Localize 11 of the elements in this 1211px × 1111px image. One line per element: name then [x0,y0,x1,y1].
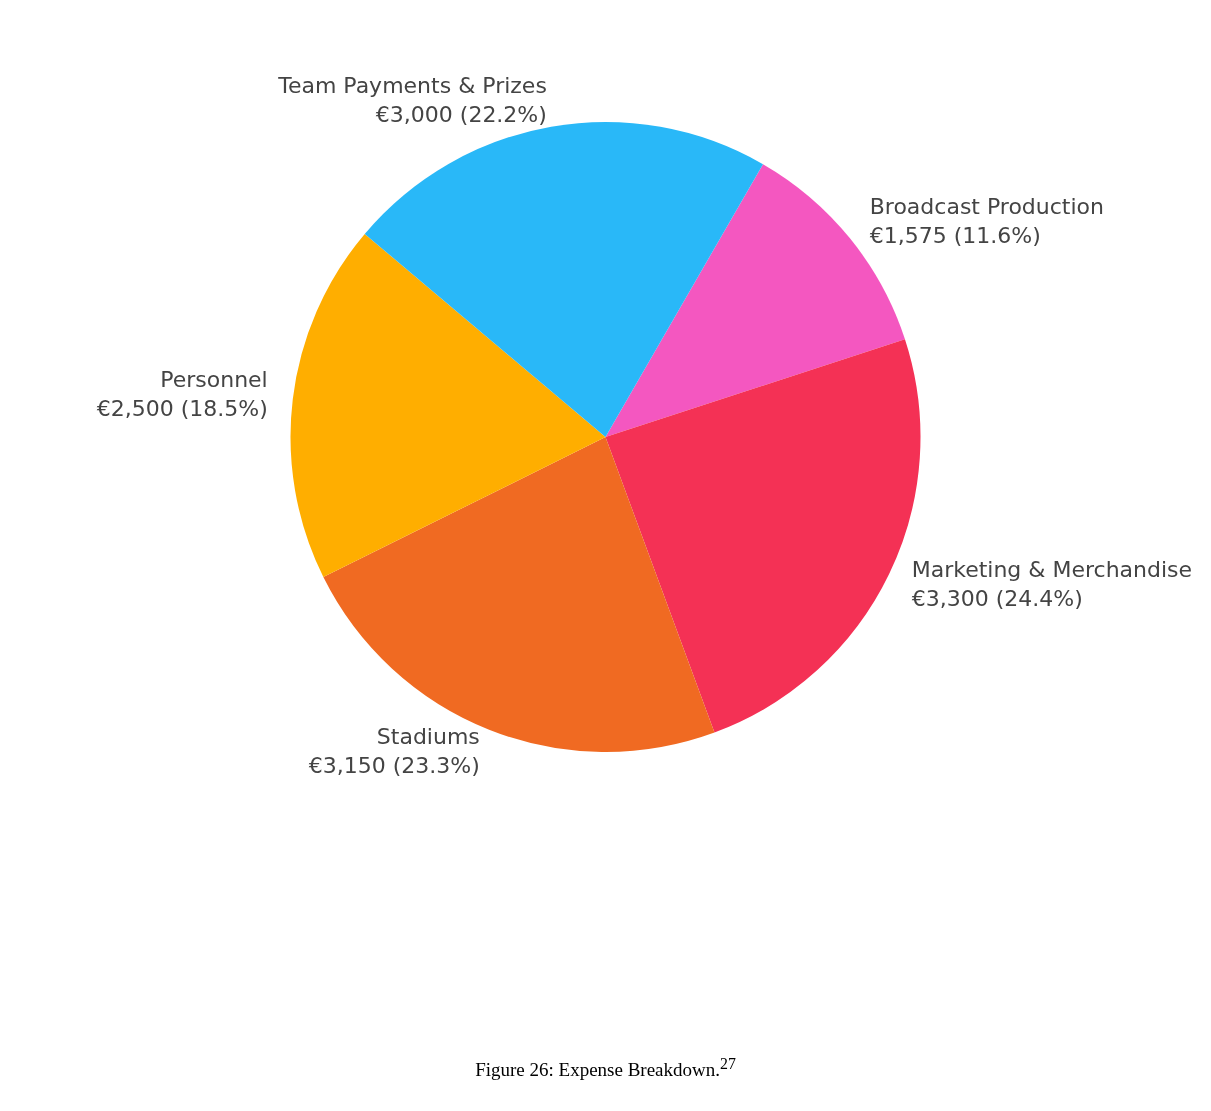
slice-label: Stadiums [376,724,480,750]
caption: Figure 26: Expense Breakdown.$^{27}$ [474,1055,737,1082]
data-label: €3,150 (23.3%) [308,753,480,779]
data-label: €3,300 (24.4%) [911,585,1083,611]
slice-label: Marketing & Merchandise [911,556,1193,582]
data-label: €3,000 (22.2%) [375,102,547,128]
slice-label: Team Payments & Prizes [277,73,547,99]
slice-label: Broadcast Production [869,193,1105,219]
data-label: €2,500 (18.5%) [96,396,268,422]
slice-label: Personnel [160,367,268,393]
data-label: €1,575 (11.6%) [869,222,1041,248]
